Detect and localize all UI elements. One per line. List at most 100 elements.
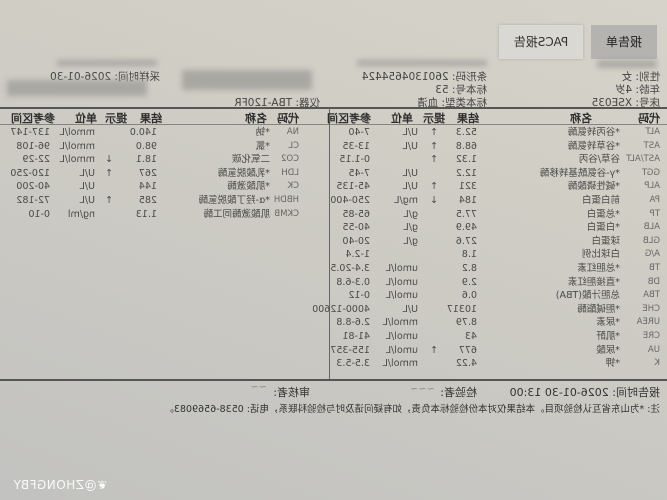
result-code: CL xyxy=(288,140,299,151)
table-row: CRE *肌酐 43 umol/L 41-81 xyxy=(0,330,667,344)
result-name: *总胆红素 xyxy=(577,263,620,274)
result-value: 43 xyxy=(464,331,477,342)
result-unit: umol/L xyxy=(385,344,418,356)
table-top-rule xyxy=(0,107,667,109)
reviewer-label: 审核者: xyxy=(273,386,310,399)
result-unit: U/L xyxy=(79,195,95,206)
table-row: K *钾 4.22 mmol/L 3.5-5.3 xyxy=(0,357,667,371)
result-range: 20-40 xyxy=(342,235,370,247)
table-row: LDH *乳酸脱氢酶 267 ↑ U/L 120-250 xyxy=(0,167,667,181)
footer-note: 注: *为山东省互认检验项目。本结果仅对本份检验标本负责，如有疑问请及时与检验科… xyxy=(164,404,660,415)
table-row: DB *直接胆红素 2.9 umol/L 0.3-6.8 xyxy=(0,276,667,290)
result-name: *乳酸脱氢酶 xyxy=(217,167,270,179)
header-result: 结果 xyxy=(457,112,479,125)
result-name: 二氧化碳 xyxy=(231,154,270,166)
header-range: 参考区间 xyxy=(11,112,55,125)
result-code: TBA xyxy=(643,290,660,301)
result-unit: mmol/L xyxy=(59,127,95,138)
result-code: NA xyxy=(286,127,299,137)
result-name: *α-羟丁酸脱氢酶 xyxy=(198,195,270,206)
header-name: 名称 xyxy=(570,112,592,125)
result-code: UA xyxy=(647,344,660,355)
result-unit: umol/L xyxy=(385,290,418,302)
result-code: CHE xyxy=(642,303,660,314)
result-name: *肌酐 xyxy=(596,331,620,342)
result-range: 120-250 xyxy=(10,167,50,179)
table-row: NA *钠 140.0 mmol/L 137-147 xyxy=(0,126,667,140)
table-bottom-rule xyxy=(0,379,667,381)
header-flag: 提示 xyxy=(105,112,127,125)
table-row: TBA 总胆汁酸(TBA) 0.6 umol/L 0-12 xyxy=(0,289,667,303)
result-name: *直接胆红素 xyxy=(567,276,620,288)
result-range: 3.4-20.5 xyxy=(330,263,370,274)
result-range: 0-10 xyxy=(28,208,50,220)
result-range: 0.3-6.8 xyxy=(336,276,370,288)
header-name: 名称 xyxy=(245,112,267,125)
result-unit: ng/ml xyxy=(67,208,95,220)
result-unit: mmol/L xyxy=(382,317,418,329)
result-unit: mmol/L xyxy=(59,140,95,152)
watermark: ❦@ZHONGFBY xyxy=(13,478,107,492)
tab-report[interactable]: 报告单 xyxy=(591,25,657,59)
result-unit: g/L xyxy=(403,235,418,247)
result-value: 285 xyxy=(138,195,157,206)
result-flag: ↑ xyxy=(430,344,438,356)
result-code: UREA xyxy=(636,317,660,328)
table-row: CKMB 肌酸激酶同工酶 1.13 ng/ml 0-10 xyxy=(0,208,667,222)
table-row: CHE *胆碱酯酶 10317 U/L 4000-12600 xyxy=(0,303,667,317)
result-range: 155-357 xyxy=(330,344,370,356)
result-name: 肌酸激酶同工酶 xyxy=(203,208,270,220)
result-code: TB xyxy=(648,263,660,273)
result-range: 22-29 xyxy=(22,154,50,166)
result-value: 10317 xyxy=(446,303,477,315)
table-row: GLB 球蛋白 27.6 g/L 20-40 xyxy=(0,235,667,249)
tab-pacs-report[interactable]: PACS报告 xyxy=(499,25,583,59)
blurred-field xyxy=(57,60,157,66)
result-value: 98.0 xyxy=(135,140,157,152)
result-value: 4.22 xyxy=(455,358,477,370)
result-flag: ↑ xyxy=(105,195,113,206)
result-range: 41-81 xyxy=(342,331,370,342)
result-unit: umol/L xyxy=(385,276,418,288)
result-unit: umol/L xyxy=(385,331,418,342)
result-flag: ↓ xyxy=(105,154,113,166)
blurred-name xyxy=(597,60,657,68)
result-name: 白球比例 xyxy=(581,249,620,261)
result-unit: g/L xyxy=(403,222,418,234)
header-flag: 提示 xyxy=(423,112,445,125)
table-row: CO2 二氧化碳 18.1 ↓ mmol/L 22-29 xyxy=(0,153,667,167)
blurred-field xyxy=(357,60,487,66)
result-name: *氯 xyxy=(255,140,270,152)
result-value: 0.6 xyxy=(461,290,477,302)
result-value: 144 xyxy=(138,181,157,193)
tester-label: 检验者: xyxy=(440,386,477,399)
table-row: UA *尿酸 677 ↑ umol/L 155-357 xyxy=(0,344,667,358)
result-value: 1.8 xyxy=(461,249,477,261)
result-range: 40-55 xyxy=(342,222,370,234)
result-range: 4000-12600 xyxy=(312,303,370,315)
result-name: *白蛋白 xyxy=(586,222,620,234)
result-code: CRE xyxy=(642,331,660,341)
tester-signature: ~~~ xyxy=(409,384,435,395)
result-value: 18.1 xyxy=(135,154,157,166)
blurred-field xyxy=(7,80,147,96)
result-flag: ↑ xyxy=(105,167,113,179)
result-code: CO2 xyxy=(280,154,299,165)
result-code: GLB xyxy=(642,235,660,246)
result-code: LDH xyxy=(281,167,299,178)
result-name: 总胆汁酸(TBA) xyxy=(555,290,620,302)
header-range: 参考区间 xyxy=(327,112,371,125)
result-value: 1.13 xyxy=(135,208,157,220)
result-value: 8.79 xyxy=(455,317,477,329)
result-value: 677 xyxy=(458,344,477,356)
result-value: 267 xyxy=(138,167,157,179)
result-range: 72-182 xyxy=(16,195,50,206)
header-unit: 单位 xyxy=(75,112,97,125)
result-unit: U/L xyxy=(79,167,95,179)
table-row: CK *肌酸激酶 144 U/L 40-200 xyxy=(0,180,667,194)
result-code: CK xyxy=(287,181,299,192)
result-name: *肌酸激酶 xyxy=(227,181,270,193)
leaf-logo-icon: ❦ xyxy=(96,478,107,492)
result-unit: U/L xyxy=(79,181,95,193)
